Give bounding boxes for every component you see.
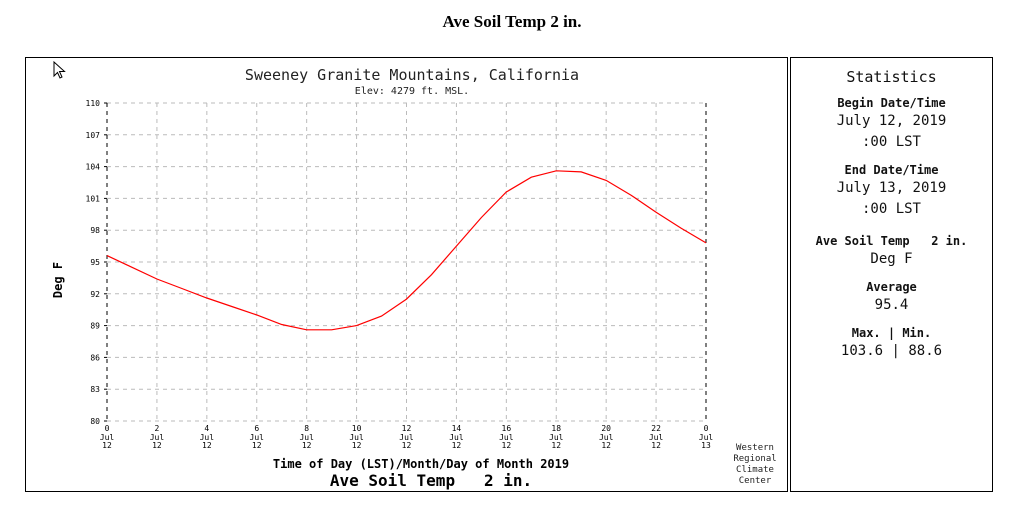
statistics-heading: Statistics xyxy=(846,68,937,86)
y-tick-label: 86 xyxy=(90,353,100,362)
x-tick-label-hour: 2 xyxy=(155,424,160,433)
x-tick-label-hour: 6 xyxy=(254,424,259,433)
y-tick-label: 101 xyxy=(86,194,101,203)
end-date-value: July 13, 2019 xyxy=(836,180,947,196)
x-tick-label-hour: 16 xyxy=(502,424,512,433)
x-tick-label-day: 13 xyxy=(701,441,711,450)
page-title: Ave Soil Temp 2 in. xyxy=(442,12,582,31)
x-tick-label-month: Jul xyxy=(649,433,664,442)
x-tick-label-month: Jul xyxy=(699,433,714,442)
x-tick-label-day: 12 xyxy=(402,441,412,450)
average-label: Average xyxy=(866,280,917,294)
x-tick-label-month: Jul xyxy=(349,433,364,442)
x-tick-label-day: 12 xyxy=(152,441,162,450)
x-tick-label-month: Jul xyxy=(200,433,215,442)
x-tick-label-day: 12 xyxy=(452,441,462,450)
x-tick-label-month: Jul xyxy=(449,433,464,442)
x-tick-label-hour: 4 xyxy=(204,424,209,433)
average-value: 95.4 xyxy=(874,297,909,313)
credit-line-3: Climate xyxy=(736,465,774,475)
x-tick-label-hour: 0 xyxy=(704,424,709,433)
variable-name: Ave Soil Temp 2 in. xyxy=(815,234,968,248)
x-tick-label-month: Jul xyxy=(549,433,564,442)
x-tick-label-hour: 14 xyxy=(452,424,462,433)
x-tick-label-month: Jul xyxy=(299,433,314,442)
statistics-panel: Statistics Begin Date/Time July 12, 2019… xyxy=(790,57,993,492)
x-tick-label-month: Jul xyxy=(499,433,514,442)
begin-time-value: :00 LST xyxy=(861,134,921,150)
x-tick-label-hour: 8 xyxy=(304,424,309,433)
mouse-pointer-icon xyxy=(53,61,66,79)
y-tick-label: 104 xyxy=(86,163,101,172)
maxmin-label: Max. | Min. xyxy=(851,326,932,340)
series-line xyxy=(106,170,707,331)
y-tick-label: 80 xyxy=(90,417,100,426)
units-value: Deg F xyxy=(870,251,913,267)
y-tick-label: 95 xyxy=(90,258,100,267)
chart-title: Sweeney Granite Mountains, California xyxy=(245,66,579,84)
y-tick-label: 110 xyxy=(86,99,101,108)
x-tick-label-day: 12 xyxy=(502,441,512,450)
y-axis-label: Deg F xyxy=(51,262,65,298)
y-tick-label: 89 xyxy=(90,322,100,331)
x-tick-label-day: 12 xyxy=(102,441,112,450)
x-tick-label-day: 12 xyxy=(352,441,362,450)
x-tick-label-hour: 20 xyxy=(601,424,611,433)
x-tick-label-day: 12 xyxy=(651,441,661,450)
chart-svg: Sweeney Granite Mountains, California El… xyxy=(51,66,777,490)
y-tick-label: 83 xyxy=(90,385,100,394)
y-tick-label: 107 xyxy=(86,131,101,140)
chart-subtitle: Elev: 4279 ft. MSL. xyxy=(355,86,469,97)
y-tick-label: 92 xyxy=(90,290,100,299)
end-time-value: :00 LST xyxy=(861,201,921,217)
credit-line-2: Regional xyxy=(733,454,776,464)
end-date-label: End Date/Time xyxy=(844,163,939,177)
maxmin-value: 103.6 | 88.6 xyxy=(840,343,943,359)
chart-panel: Sweeney Granite Mountains, California El… xyxy=(25,57,788,492)
x-tick-label-month: Jul xyxy=(399,433,414,442)
x-tick-label-month: Jul xyxy=(599,433,614,442)
y-tick-label: 98 xyxy=(90,226,100,235)
x-tick-label-hour: 12 xyxy=(402,424,412,433)
x-axis-label: Time of Day (LST)/Month/Day of Month 201… xyxy=(273,457,569,471)
x-tick-label-hour: 0 xyxy=(105,424,110,433)
x-tick-label-hour: 10 xyxy=(352,424,362,433)
x-tick-label-month: Jul xyxy=(250,433,265,442)
x-tick-label-hour: 22 xyxy=(651,424,661,433)
x-tick-label-day: 12 xyxy=(551,441,561,450)
x-tick-label-day: 12 xyxy=(302,441,312,450)
x-tick-label-day: 12 xyxy=(202,441,212,450)
x-tick-label-month: Jul xyxy=(150,433,165,442)
x-tick-label-month: Jul xyxy=(100,433,115,442)
credit-line-1: Western xyxy=(736,443,774,453)
credit-line-4: Center xyxy=(739,476,772,486)
chart-bottom-title: Ave Soil Temp 2 in. xyxy=(330,471,532,490)
begin-date-label: Begin Date/Time xyxy=(837,96,946,110)
begin-date-value: July 12, 2019 xyxy=(836,113,947,129)
x-tick-label-day: 12 xyxy=(601,441,611,450)
x-tick-label-day: 12 xyxy=(252,441,262,450)
x-tick-label-hour: 18 xyxy=(551,424,561,433)
